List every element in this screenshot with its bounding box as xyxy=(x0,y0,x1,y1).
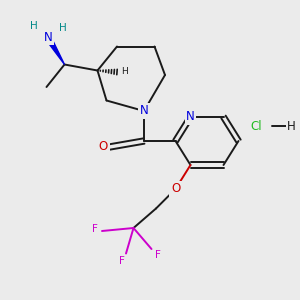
Text: N: N xyxy=(140,104,148,118)
Text: H: H xyxy=(287,119,296,133)
Text: N: N xyxy=(186,110,195,124)
Text: F: F xyxy=(154,250,160,260)
Text: H: H xyxy=(121,68,128,76)
Text: O: O xyxy=(99,140,108,154)
Text: F: F xyxy=(92,224,98,235)
Text: O: O xyxy=(171,182,180,196)
Text: Cl: Cl xyxy=(251,119,262,133)
Text: H: H xyxy=(58,23,66,33)
Polygon shape xyxy=(45,36,64,64)
Text: N: N xyxy=(44,31,52,44)
Text: H: H xyxy=(30,21,38,31)
Text: F: F xyxy=(118,256,124,266)
